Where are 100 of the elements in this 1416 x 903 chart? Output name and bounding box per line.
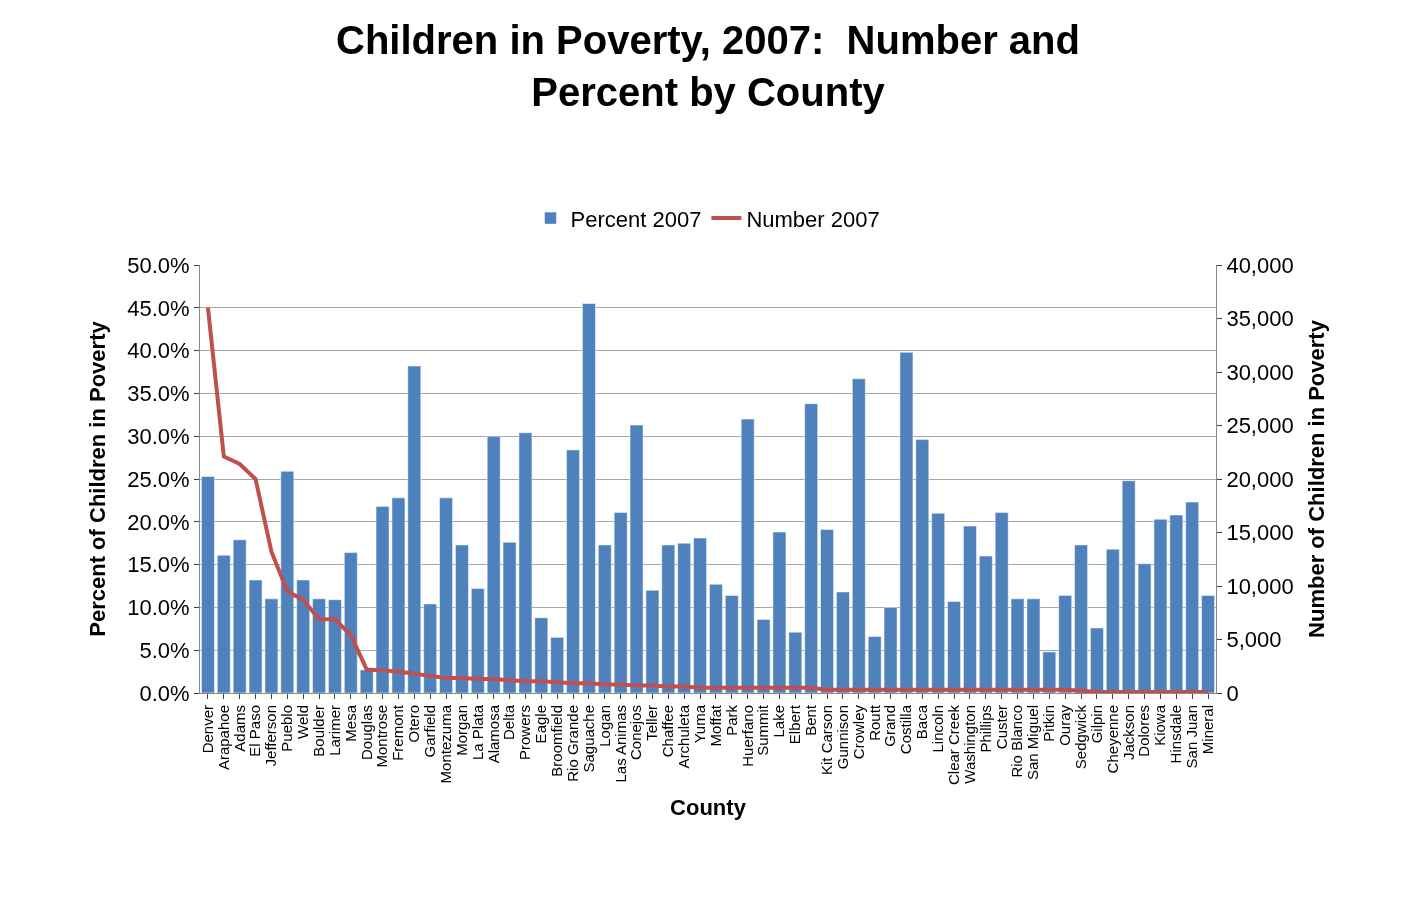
bar: [344, 552, 358, 693]
y-tick-label: 15.0%: [127, 552, 190, 578]
bar: [217, 554, 231, 693]
y-tick-label: 20.0%: [127, 509, 190, 535]
x-tick-label: Ouray: [1056, 704, 1074, 746]
legend-label: Percent 2007: [570, 206, 702, 232]
x-tick-label: Prowers: [516, 705, 534, 761]
bar: [328, 599, 342, 693]
bar: [1090, 627, 1104, 693]
x-tick-label: Park: [722, 704, 740, 736]
y2-tick-label: 20,000: [1226, 466, 1294, 492]
y2-tick-label: 5,000: [1226, 627, 1282, 653]
y2-tick-label: 40,000: [1226, 252, 1294, 278]
x-tick-label: Boulder: [309, 705, 327, 757]
x-tick-label: Rio Grande: [563, 705, 581, 782]
x-tick-label: Teller: [643, 705, 661, 741]
x-tick-label: San Juan: [1183, 705, 1201, 769]
x-tick-label: Bent: [802, 704, 820, 736]
bar: [471, 588, 485, 693]
bar: [1106, 548, 1120, 693]
y-tick-label: 45.0%: [127, 295, 190, 321]
x-tick-label: Moffat: [706, 704, 724, 747]
y2-tick-label: 0: [1226, 680, 1239, 706]
x-tick-label: Crowley: [849, 704, 867, 760]
bar: [1058, 595, 1072, 693]
x-axis-title: County: [670, 794, 747, 820]
x-tick-label: Summit: [754, 704, 772, 756]
chart-title: Children in Poverty, 2007: Number and Percent by County: [336, 18, 1080, 115]
x-tick-label: Morgan: [452, 705, 470, 756]
bar: [963, 525, 977, 693]
x-tick-label: Lake: [770, 705, 788, 738]
bar: [455, 544, 469, 693]
x-tick-label: Pitkin: [1040, 705, 1058, 742]
x-tick-label: Hinsdale: [1167, 705, 1185, 764]
bar: [296, 579, 310, 693]
bar: [979, 555, 993, 693]
y2-tick-label: 15,000: [1226, 520, 1294, 546]
bar: [804, 403, 818, 693]
bar: [709, 584, 723, 693]
bar: [1074, 544, 1088, 693]
x-tick-label: Alamosa: [484, 704, 502, 764]
x-tick-label: Logan: [595, 705, 613, 747]
x-tick-label: Yuma: [690, 704, 708, 744]
y2-tick-label: 10,000: [1226, 573, 1294, 599]
bar: [947, 601, 961, 693]
y-tick-label: 40.0%: [127, 338, 190, 364]
bar: [423, 603, 437, 693]
x-tick-label: Montezuma: [436, 704, 454, 784]
y-tick-label: 50.0%: [127, 252, 190, 278]
y-tick-label: 0.0%: [139, 680, 190, 706]
x-tick-label: Pueblo: [278, 705, 296, 752]
x-tick-label: Washington: [960, 705, 978, 784]
y2-tick-label: 35,000: [1226, 306, 1294, 332]
x-tick-label: San Miguel: [1024, 705, 1042, 781]
x-tick-label: Archuleta: [675, 704, 693, 769]
x-tick-label: Mesa: [341, 704, 359, 742]
x-tick-label: Elbert: [786, 704, 804, 745]
bar: [1201, 595, 1215, 693]
x-tick-label: Delta: [500, 704, 518, 741]
y2-tick-label: 30,000: [1226, 359, 1294, 385]
bar: [693, 537, 707, 693]
bar: [1185, 501, 1199, 693]
bar: [931, 512, 945, 693]
bar: [725, 595, 739, 693]
line-series: [205, 305, 1211, 693]
x-tick-label: Gunnison: [833, 705, 851, 770]
bar: [312, 598, 326, 693]
x-tick-label: Clear Creek: [944, 704, 962, 786]
bar: [598, 544, 612, 693]
y-axis-title: Percent of Children in Poverty: [85, 320, 111, 637]
y-tick-label: 5.0%: [139, 637, 190, 663]
bar: [582, 303, 596, 693]
x-tick-label: El Paso: [246, 705, 264, 757]
legend-label: Number 2007: [746, 206, 880, 232]
x-tick-label: Saguache: [579, 705, 597, 773]
y-tick-label: 10.0%: [127, 595, 190, 621]
y2-tick-label: 25,000: [1226, 413, 1294, 439]
bar: [201, 476, 215, 693]
y-tick-label: 25.0%: [127, 466, 190, 492]
y-tick-label: 35.0%: [127, 381, 190, 407]
x-tick-label: Broomfield: [548, 705, 566, 777]
bar: [439, 497, 453, 693]
bar: [820, 529, 834, 693]
x-tick-label: Rio Blanco: [1008, 705, 1026, 778]
x-tick-label: Conejos: [627, 705, 645, 761]
x-tick-label: Huerfano: [738, 705, 756, 767]
x-tick-label: Kit Carson: [817, 705, 835, 776]
x-tick-label: Chaffee: [659, 705, 677, 758]
x-tick-label: Garfield: [421, 705, 439, 758]
x-tick-label: Dolores: [1135, 705, 1153, 757]
x-tick-label: Baca: [913, 704, 931, 740]
bar: [550, 637, 564, 693]
y2-axis-title: Number of Children in Poverty: [1303, 319, 1329, 638]
x-tick-label: Lincoln: [929, 705, 947, 753]
x-tick-label: Jefferson: [262, 705, 280, 767]
x-tick-label: Eagle: [532, 705, 550, 744]
x-tick-label: Weld: [294, 705, 312, 739]
x-tick-label: Larimer: [325, 705, 343, 756]
x-tick-label: Otero: [405, 705, 423, 743]
x-tick-label: Denver: [198, 705, 216, 754]
